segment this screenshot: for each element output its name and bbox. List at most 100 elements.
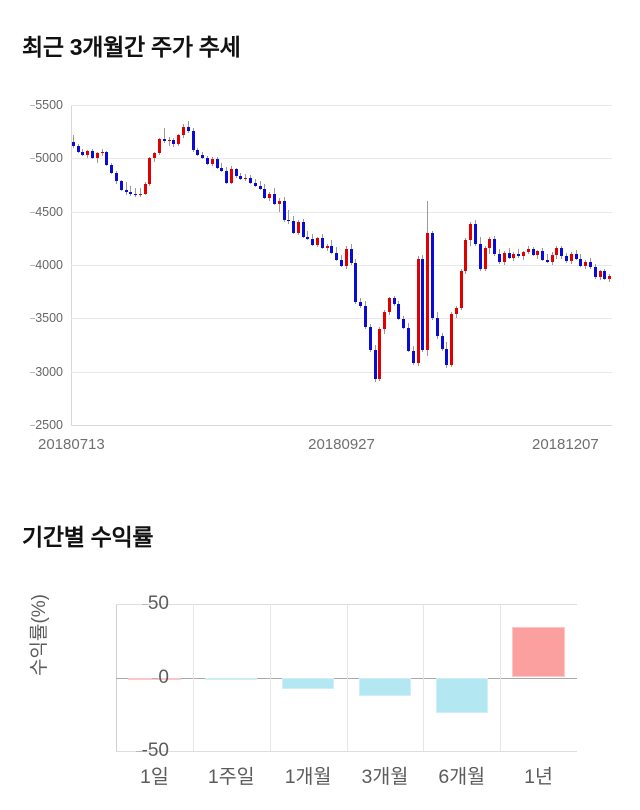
- candlestick: [330, 105, 334, 425]
- candlestick: [426, 105, 430, 425]
- candle-body: [349, 249, 353, 263]
- candlestick: [608, 105, 612, 425]
- candlestick: [263, 105, 267, 425]
- tick-mark: [30, 158, 36, 160]
- y-tick-label: 4000: [30, 258, 63, 272]
- candle-body: [359, 302, 363, 306]
- candlestick: [359, 105, 363, 425]
- candlestick: [459, 105, 463, 425]
- candlestick: [445, 105, 449, 425]
- candlestick: [531, 105, 535, 425]
- candle-body: [335, 253, 339, 260]
- candle-body: [430, 233, 434, 319]
- category-separator: [192, 604, 194, 751]
- candlestick: [497, 105, 501, 425]
- candlestick: [335, 105, 339, 425]
- candlestick: [430, 105, 434, 425]
- candlestick: [205, 105, 209, 425]
- candlestick: [320, 105, 324, 425]
- category-label: 1년: [524, 766, 553, 788]
- candle-body: [426, 233, 430, 351]
- candlestick: [301, 105, 305, 425]
- candlestick: [483, 105, 487, 425]
- candlestick: [311, 105, 315, 425]
- candlestick: [373, 105, 377, 425]
- candlestick: [421, 105, 425, 425]
- candle-body: [378, 329, 382, 380]
- candle-wick: [135, 188, 137, 197]
- gridline: [71, 105, 612, 106]
- candlestick: [182, 105, 185, 425]
- candlestick: [134, 105, 138, 425]
- candlestick: [512, 105, 516, 425]
- candlestick: [545, 105, 549, 425]
- candle-body: [541, 251, 545, 260]
- candle-wick: [278, 197, 280, 212]
- candle-body: [440, 336, 444, 350]
- candlestick: [124, 105, 128, 425]
- candle-body: [478, 243, 482, 270]
- y-tick-label: 3500: [30, 311, 63, 325]
- candle-body: [196, 149, 200, 156]
- candlestick: [569, 105, 573, 425]
- candle-body: [411, 351, 415, 364]
- candle-body: [531, 249, 535, 256]
- bar[interactable]: [512, 626, 565, 678]
- candlestick: [244, 105, 248, 425]
- candle-body: [110, 164, 114, 174]
- candlestick: [488, 105, 492, 425]
- bar[interactable]: [435, 677, 488, 713]
- candle-body: [416, 258, 420, 364]
- candlestick: [253, 105, 257, 425]
- candlestick: [282, 105, 286, 425]
- y-tick-label: 3000: [30, 365, 63, 379]
- candlestick: [536, 105, 540, 425]
- candle-body: [579, 258, 583, 267]
- candle-wick: [130, 186, 132, 196]
- candlestick: [478, 105, 482, 425]
- candle-body: [555, 247, 559, 256]
- candlestick: [234, 105, 238, 425]
- candle-body: [368, 326, 372, 351]
- candlestick: [407, 105, 411, 425]
- return-y-axis-label: 수익률(%): [29, 594, 50, 676]
- candlestick: [114, 105, 118, 425]
- candlestick: [258, 105, 262, 425]
- candle-body: [474, 224, 478, 244]
- return-chart-title: 기간별 수익률: [22, 524, 154, 550]
- candle-body: [488, 239, 492, 248]
- bar[interactable]: [205, 677, 258, 680]
- price-candlestick-chart: 2500 3000 3500 4000 4500 5000 5500 20180713 201…: [0, 88, 640, 458]
- tick-mark: [30, 318, 36, 320]
- candlestick: [239, 105, 243, 425]
- category-label: 1일: [140, 766, 169, 788]
- candlestick: [71, 105, 75, 425]
- candlestick: [392, 105, 396, 425]
- bar[interactable]: [281, 677, 335, 690]
- y-tick-label: -50: [135, 740, 169, 762]
- candlestick: [306, 105, 310, 425]
- candle-body: [421, 258, 425, 351]
- candle-wick: [518, 249, 520, 258]
- candlestick: [574, 105, 578, 425]
- bar[interactable]: [358, 677, 412, 696]
- category-separator: [423, 604, 425, 751]
- candle-body: [153, 153, 157, 159]
- candlestick: [526, 105, 530, 425]
- tick-mark: [30, 425, 36, 426]
- candlestick: [368, 105, 372, 425]
- candle-body: [354, 262, 358, 303]
- candlestick: [383, 105, 387, 425]
- candlestick: [201, 105, 205, 425]
- candlestick: [143, 105, 147, 425]
- candlestick: [387, 105, 391, 425]
- candle-body: [249, 177, 253, 183]
- candlestick: [167, 105, 171, 425]
- candle-body: [483, 247, 487, 270]
- candlestick: [541, 105, 545, 425]
- candle-body: [502, 253, 506, 262]
- candlestick: [440, 105, 444, 425]
- candle-body: [162, 139, 166, 142]
- candlestick: [220, 105, 224, 425]
- candle-body: [138, 193, 142, 195]
